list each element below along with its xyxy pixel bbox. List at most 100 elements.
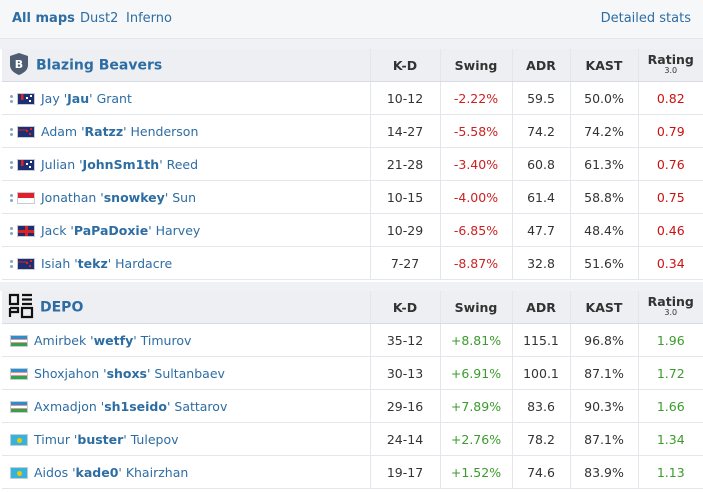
- player-name-link[interactable]: Shoxjahon 'shoxs' Sultanbaev: [34, 366, 225, 381]
- team-name[interactable]: Blazing Beavers: [36, 57, 163, 73]
- swing-value: +2.76%: [440, 422, 513, 456]
- rating-header[interactable]: Rating 3.0: [638, 49, 703, 82]
- player-last-name: ' Henderson: [123, 124, 199, 139]
- rating-value: 1.66: [638, 389, 703, 423]
- rating-header[interactable]: Rating 3.0: [638, 291, 703, 324]
- adr-value: 60.8: [512, 147, 571, 181]
- country-flag-icon: [17, 191, 35, 204]
- swing-header[interactable]: Swing: [440, 49, 513, 82]
- kd-value: 7-27: [370, 246, 441, 280]
- player-first-name: Aidos ': [34, 465, 76, 480]
- player-name-link[interactable]: Jay 'Jau' Grant: [41, 91, 132, 106]
- swing-header[interactable]: Swing: [440, 291, 513, 324]
- adr-header[interactable]: ADR: [512, 291, 571, 324]
- player-last-name: ' Timurov: [133, 333, 192, 348]
- rating-value: 1.96: [638, 323, 703, 357]
- tab-all-maps[interactable]: All maps: [12, 11, 75, 26]
- player-row: Amirbek 'wetfy' Timurov 35-12 +8.81% 115.1 9…: [2, 323, 703, 357]
- kd-value: 21-28: [370, 147, 441, 181]
- player-first-name: Julian ': [41, 157, 83, 172]
- player-name-cell: Isiah 'tekz' Hardacre: [2, 246, 371, 280]
- swing-value: +1.52%: [440, 455, 513, 489]
- player-last-name: ' Tulepov: [123, 432, 179, 447]
- player-name-link[interactable]: Isiah 'tekz' Hardacre: [41, 256, 172, 271]
- drag-handle-icon: [10, 225, 13, 237]
- player-name-cell: Shoxjahon 'shoxs' Sultanbaev: [2, 356, 371, 390]
- kast-value: 61.3%: [570, 147, 639, 181]
- detailed-stats-link[interactable]: Detailed stats: [600, 11, 691, 26]
- player-first-name: Timur ': [34, 432, 78, 447]
- country-flag-icon: [10, 400, 28, 413]
- blazing-beavers-logo: B: [8, 52, 30, 79]
- rating-header-label: Rating: [647, 52, 694, 67]
- country-flag-icon: [17, 224, 35, 237]
- player-row: Axmadjon 'sh1seido' Sattarov 29-16 +7.89% 8…: [2, 389, 703, 423]
- kast-header[interactable]: KAST: [570, 49, 639, 82]
- kd-value: 24-14: [370, 422, 441, 456]
- drag-handle-icon: [10, 159, 13, 171]
- kast-value: 96.8%: [570, 323, 639, 357]
- kast-value: 48.4%: [570, 213, 639, 247]
- swing-value: -5.58%: [440, 114, 513, 148]
- rating-version: 3.0: [664, 66, 678, 75]
- adr-value: 115.1: [512, 323, 571, 357]
- rating-value: 0.46: [638, 213, 703, 247]
- swing-value: -4.00%: [440, 180, 513, 214]
- player-first-name: Isiah ': [41, 256, 78, 271]
- swing-value: -3.40%: [440, 147, 513, 181]
- country-flag-icon: [10, 466, 28, 479]
- player-row: Isiah 'tekz' Hardacre 7-27 -8.87% 32.8 51.6%…: [2, 246, 703, 280]
- swing-value: -6.85%: [440, 213, 513, 247]
- player-row: Adam 'Ratzz' Henderson 14-27 -5.58% 74.2 74.…: [2, 114, 703, 148]
- section-gap: [0, 39, 703, 49]
- adr-value: 47.7: [512, 213, 571, 247]
- player-name-link[interactable]: Timur 'buster' Tulepov: [34, 432, 179, 447]
- player-row: Aidos 'kade0' Khairzhan 19-17 +1.52% 74.6 83…: [2, 455, 703, 489]
- drag-handle-icon: [10, 192, 13, 204]
- rating-value: 1.34: [638, 422, 703, 456]
- kd-value: 35-12: [370, 323, 441, 357]
- rating-version: 3.0: [664, 308, 678, 317]
- team1-stats-table: B Blazing Beavers K-D Swing ADR KAST Rating 3.0…: [2, 49, 703, 280]
- kd-header[interactable]: K-D: [370, 49, 441, 82]
- team-header-row: B Blazing Beavers K-D Swing ADR KAST Rating 3.0: [2, 49, 703, 82]
- tab-inferno[interactable]: Inferno: [126, 11, 172, 26]
- drag-handle-icon: [10, 93, 13, 105]
- player-first-name: Adam ': [41, 124, 85, 139]
- kd-value: 19-17: [370, 455, 441, 489]
- kast-value: 58.8%: [570, 180, 639, 214]
- player-name-cell: Amirbek 'wetfy' Timurov: [2, 323, 371, 357]
- team-name-cell[interactable]: DEPO: [2, 291, 371, 324]
- player-row: Shoxjahon 'shoxs' Sultanbaev 30-13 +6.91% 1…: [2, 356, 703, 390]
- player-nickname: Ratzz: [84, 124, 124, 139]
- player-name-cell: Jay 'Jau' Grant: [2, 81, 371, 115]
- player-last-name: ' Reed: [159, 157, 199, 172]
- kast-value: 90.3%: [570, 389, 639, 423]
- player-name-link[interactable]: Amirbek 'wetfy' Timurov: [34, 333, 191, 348]
- player-name-link[interactable]: Jack 'PaPaDoxie' Harvey: [41, 223, 200, 238]
- player-first-name: Axmadjon ': [34, 399, 105, 414]
- player-name-link[interactable]: Aidos 'kade0' Khairzhan: [34, 465, 188, 480]
- adr-value: 74.2: [512, 114, 571, 148]
- adr-value: 83.6: [512, 389, 571, 423]
- swing-value: -8.87%: [440, 246, 513, 280]
- player-row: Jonathan 'snowkey' Sun 10-15 -4.00% 61.4 58.…: [2, 180, 703, 214]
- player-name-link[interactable]: Jonathan 'snowkey' Sun: [41, 190, 196, 205]
- kd-value: 14-27: [370, 114, 441, 148]
- player-name-link[interactable]: Julian 'JohnSm1th' Reed: [41, 157, 198, 172]
- kast-value: 51.6%: [570, 246, 639, 280]
- country-flag-icon: [10, 433, 28, 446]
- adr-header[interactable]: ADR: [512, 49, 571, 82]
- player-name-link[interactable]: Adam 'Ratzz' Henderson: [41, 124, 198, 139]
- player-name-cell: Adam 'Ratzz' Henderson: [2, 114, 371, 148]
- rating-value: 0.76: [638, 147, 703, 181]
- adr-value: 32.8: [512, 246, 571, 280]
- kast-value: 87.1%: [570, 422, 639, 456]
- kast-header[interactable]: KAST: [570, 291, 639, 324]
- team-name[interactable]: DEPO: [40, 299, 84, 315]
- swing-value: +7.89%: [440, 389, 513, 423]
- team-name-cell[interactable]: B Blazing Beavers: [2, 49, 371, 82]
- kd-header[interactable]: K-D: [370, 291, 441, 324]
- tab-dust2[interactable]: Dust2: [80, 11, 119, 26]
- player-name-link[interactable]: Axmadjon 'sh1seido' Sattarov: [34, 399, 227, 414]
